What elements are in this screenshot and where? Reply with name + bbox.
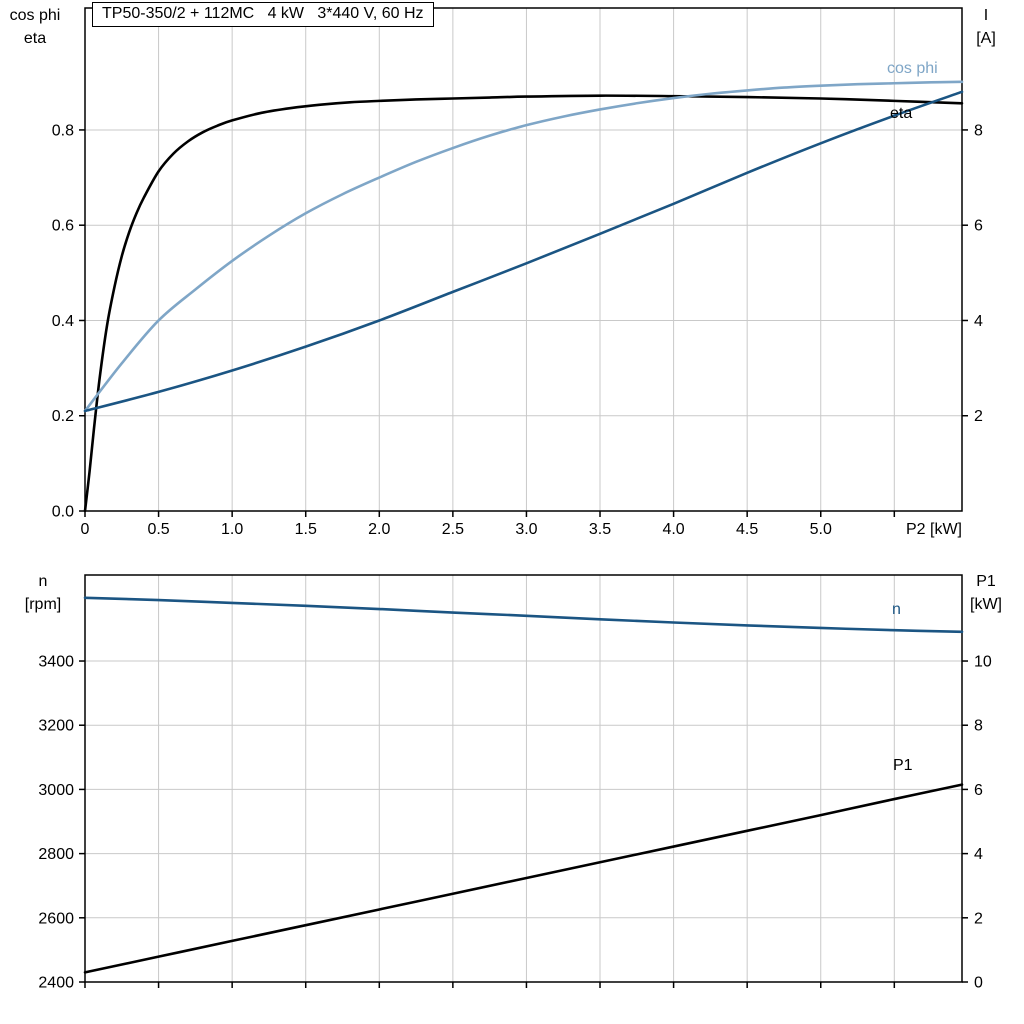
curves: [83, 80, 964, 513]
curve-P1: [83, 783, 964, 974]
y-left-tick-label: 3000: [38, 782, 74, 799]
x-tick-label: 2.5: [442, 521, 464, 538]
curve-n: [83, 596, 964, 634]
curves: [83, 596, 964, 974]
x-tick-label: 1.0: [221, 521, 243, 538]
y-left-tick-label: 0.0: [52, 504, 74, 521]
y-right-tick-label: 4: [974, 313, 983, 330]
x-tick-label: 4.0: [662, 521, 684, 538]
x-tick-label: 0: [81, 521, 90, 538]
x-tick-label: 3.5: [589, 521, 611, 538]
y-left-tick-label: 2600: [38, 910, 74, 927]
top-chart: 0.0 0.2 0.4 0.6 0.8 2 4 6 8 0 0.5 1.0 1.5 2.0 2.5 3.0 3.…: [52, 7, 983, 538]
gridlines: [85, 8, 962, 511]
x-tick-label: 1.5: [295, 521, 317, 538]
curve-cos_phi: [83, 80, 964, 413]
y-left-tick-label: 2400: [38, 975, 74, 992]
y-right-tick-label: 6: [974, 782, 983, 799]
top-right-axis-title: I [A]: [976, 7, 996, 48]
y-right-tick-label: 2: [974, 910, 983, 927]
y-right-tick-label: 6: [974, 218, 983, 235]
y-right-tick-label: 8: [974, 122, 983, 139]
top-left-axis-title: cos phi eta: [9, 7, 61, 48]
curve-eta: [83, 94, 964, 513]
y-left-tick-label: 0.8: [52, 122, 74, 139]
curve-label-cos_phi: cos phi: [887, 60, 938, 77]
bottom-left-axis-title: n [rpm]: [24, 573, 62, 614]
plot-frame: [84, 574, 963, 983]
y-right-tick-label: 0: [974, 975, 983, 992]
y-left-tick-label: 0.6: [52, 218, 74, 235]
gridlines: [85, 575, 962, 982]
curve-I: [83, 90, 964, 413]
y-right-tick-label: 2: [974, 408, 983, 425]
y-right-tick-label: 8: [974, 718, 983, 735]
x-tick-label: 2.0: [368, 521, 390, 538]
x-tick-label: 3.0: [515, 521, 537, 538]
y-right-tick-label: 10: [974, 654, 992, 671]
curve-label-P1: P1: [893, 757, 913, 774]
plot-frame: [84, 7, 963, 512]
curve-label-eta: eta: [890, 105, 912, 122]
y-left-tick-label: 2800: [38, 846, 74, 863]
y-left-tick-label: 0.2: [52, 408, 74, 425]
x-tick-label: 4.5: [736, 521, 758, 538]
y-left-tick-label: 0.4: [52, 313, 74, 330]
chart-title-box: TP50-350/2 + 112MC 4 kW 3*440 V, 60 Hz: [92, 2, 434, 27]
axis-ticks-and-labels: 0.0 0.2 0.4 0.6 0.8 2 4 6 8 0 0.5 1.0 1.5 2.0 2.5 3.0 3.…: [52, 122, 983, 538]
y-right-tick-label: 4: [974, 846, 983, 863]
bottom-right-axis-title: P1 [kW]: [970, 573, 1002, 614]
x-axis-label: P2 [kW]: [906, 521, 962, 538]
curve-label-n: n: [892, 601, 901, 618]
y-left-tick-label: 3200: [38, 718, 74, 735]
x-tick-label: 5.0: [810, 521, 832, 538]
axis-ticks-and-labels: 2400 2600 2800 3000 3200 3400 0 2 4 6 8 10: [38, 654, 991, 992]
y-left-tick-label: 3400: [38, 654, 74, 671]
bottom-chart: 2400 2600 2800 3000 3200 3400 0 2 4 6 8 10 n P1: [38, 574, 992, 992]
x-tick-label: 0.5: [147, 521, 169, 538]
